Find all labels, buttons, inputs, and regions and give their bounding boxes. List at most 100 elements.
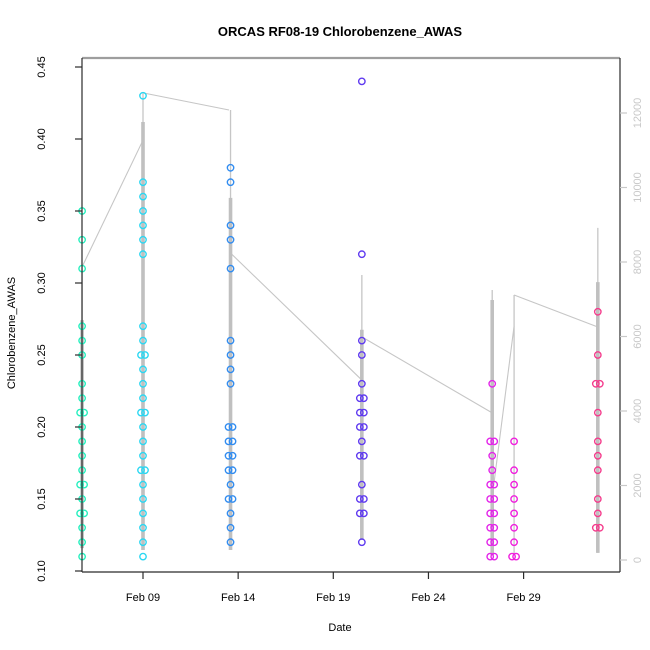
data-point — [139, 379, 147, 388]
profile-segment — [491, 326, 515, 498]
data-point — [139, 523, 147, 532]
data-point — [80, 408, 89, 417]
data-point — [355, 451, 364, 460]
data-point — [139, 322, 147, 331]
data-point — [137, 351, 145, 359]
data-point — [593, 509, 602, 518]
flight-2-points — [137, 91, 149, 561]
data-point — [593, 451, 602, 460]
data-point — [357, 351, 366, 359]
profile-segment — [361, 336, 493, 414]
data-point — [357, 538, 366, 547]
data-point — [224, 466, 233, 475]
y-axis-title: Chlorobenzene_AWAS — [6, 277, 18, 389]
data-point — [357, 77, 366, 86]
data-point — [139, 192, 147, 201]
data-point — [486, 480, 495, 489]
data-point — [357, 480, 366, 489]
data-point — [359, 394, 368, 403]
data-point — [355, 423, 364, 431]
data-point — [224, 451, 233, 460]
data-point — [139, 91, 147, 100]
data-point — [591, 379, 600, 388]
data-point — [593, 307, 602, 316]
data-point — [486, 437, 495, 446]
data-point — [486, 509, 495, 518]
data-point — [357, 379, 366, 388]
data-point — [510, 480, 518, 489]
data-point — [80, 480, 89, 489]
data-point — [139, 365, 147, 374]
data-point — [141, 466, 149, 475]
data-point — [226, 538, 235, 547]
y-right-tick-label: 8000 — [632, 250, 644, 274]
data-point — [80, 509, 89, 518]
data-point — [139, 336, 147, 345]
data-point — [510, 437, 518, 446]
data-point — [141, 408, 149, 417]
data-point — [359, 451, 368, 460]
y-left-tick-label: 0.25 — [36, 344, 48, 365]
x-tick-label: Feb 14 — [221, 592, 255, 604]
flight-7-points — [591, 307, 604, 532]
data-point — [226, 509, 235, 518]
chart-title: ORCAS RF08-19 Chlorobenzene_AWAS — [218, 24, 462, 39]
data-point — [139, 495, 147, 503]
data-point — [226, 365, 235, 374]
data-point — [490, 509, 499, 518]
data-point — [490, 523, 499, 532]
y-left-tick-label: 0.45 — [36, 56, 48, 77]
data-point — [357, 437, 366, 446]
x-tick-label: Feb 09 — [126, 592, 160, 604]
y-left-tick-label: 0.10 — [36, 560, 48, 581]
data-point — [355, 509, 364, 518]
profile-segment — [513, 294, 599, 328]
data-point — [139, 394, 147, 403]
data-point — [139, 221, 147, 230]
x-axis-title: Date — [328, 622, 351, 634]
y-left-tick-label: 0.20 — [36, 416, 48, 437]
y-right-tick-label: 12000 — [632, 98, 644, 129]
data-point — [139, 178, 147, 187]
data-point — [486, 538, 495, 547]
data-point — [595, 379, 604, 388]
data-point — [593, 466, 602, 475]
altitude-profile-line — [80, 92, 600, 556]
data-point — [357, 250, 366, 259]
y-left-tick-label: 0.15 — [36, 488, 48, 509]
data-point — [228, 495, 237, 503]
data-point — [139, 552, 147, 561]
data-point — [76, 509, 85, 518]
data-point — [224, 437, 233, 446]
data-point — [137, 408, 145, 417]
data-point — [490, 495, 499, 503]
data-point — [359, 408, 368, 417]
data-point — [359, 509, 368, 518]
data-point — [510, 466, 518, 475]
x-tick-label: Feb 24 — [411, 592, 445, 604]
data-point — [355, 495, 364, 503]
data-point — [357, 336, 366, 345]
data-point — [226, 264, 235, 273]
profile-segment — [81, 139, 144, 268]
data-point — [139, 509, 147, 518]
y-right-tick-label: 0 — [632, 557, 644, 563]
data-point — [359, 423, 368, 431]
data-point — [228, 437, 237, 446]
data-point — [490, 437, 499, 446]
data-point — [226, 480, 235, 489]
data-point — [224, 423, 233, 431]
flight-3-points — [224, 163, 237, 547]
data-point — [226, 336, 235, 345]
data-point — [228, 423, 237, 431]
data-point — [508, 552, 516, 561]
data-point — [141, 351, 149, 359]
y-left-tick-label: 0.35 — [36, 200, 48, 221]
data-point — [512, 552, 520, 561]
data-point — [76, 408, 85, 417]
data-point — [359, 495, 368, 503]
data-point — [76, 480, 85, 489]
data-point — [226, 235, 235, 244]
data-point — [490, 480, 499, 489]
